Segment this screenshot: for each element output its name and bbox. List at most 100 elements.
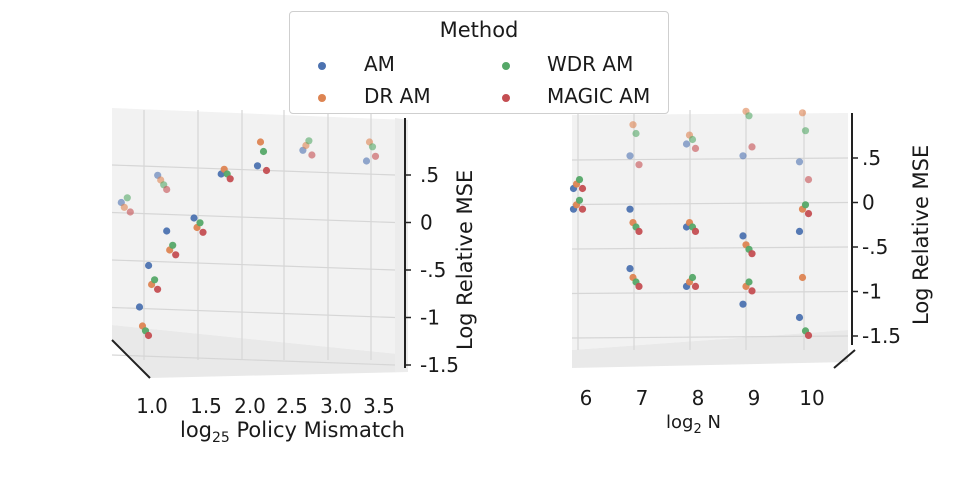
left-z-ticks: .5 0 -.5 -1 -1.5 — [405, 163, 459, 377]
left-point-magic-am — [126, 208, 134, 216]
right-z-ticks: .5 0 -.5 -1 -1.5 — [852, 146, 901, 348]
left-point-wdr-am — [151, 276, 159, 284]
right-point-magic-am — [691, 282, 700, 290]
right-grid-line-z — [571, 290, 849, 295]
left-side-pane — [395, 118, 408, 372]
right-grid-line-z — [571, 201, 849, 206]
left-x-ticks: 1.0 1.5 2.0 2.5 3.0 3.5 — [136, 394, 395, 418]
right-point-magic-am — [578, 205, 587, 213]
left-x-tick-label: 2.0 — [234, 394, 266, 418]
right-grid-line-z — [571, 335, 849, 339]
left-floor-pane — [112, 325, 408, 378]
right-x-ticks: 6 7 8 9 10 — [580, 386, 825, 410]
right-point-dr-am — [798, 109, 807, 117]
right-point-am — [739, 152, 747, 160]
left-point-am — [145, 261, 153, 270]
left-point-magic-am — [154, 285, 162, 293]
left-x-label: log25 Policy Mismatch — [180, 418, 405, 446]
right-point-am — [626, 205, 634, 213]
right-point-magic-am — [804, 210, 813, 218]
right-z-tick-label: -1.5 — [862, 324, 901, 348]
left-grid-line-z — [111, 164, 396, 176]
left-x-tick-label: 3.0 — [320, 394, 352, 418]
left-grid — [111, 110, 396, 366]
right-point-magic-am — [748, 287, 756, 295]
right-x-tick-label: 9 — [748, 386, 761, 410]
legend-label-magic-am: MAGIC AM — [547, 84, 651, 108]
left-point-wdr-am — [196, 219, 204, 227]
left-grid-line-z — [111, 259, 396, 271]
right-point-magic-am — [748, 250, 756, 258]
legend-marker-wdr-am — [502, 62, 510, 70]
legend-marker-dr-am — [318, 94, 326, 102]
left-z-label: Log Relative MSE — [453, 170, 477, 350]
legend-label-am: AM — [364, 52, 395, 76]
right-3d-axes: 6 7 8 9 10 .5 0 -.5 -1 -1.5 log2 N Log Relative … — [569, 107, 933, 437]
right-data-points — [569, 107, 813, 339]
left-point-wdr-am — [169, 241, 177, 249]
right-point-magic-am — [691, 144, 700, 152]
right-point-magic-am — [635, 227, 643, 235]
left-point-am — [163, 227, 171, 235]
left-point-magic-am — [199, 228, 207, 236]
right-point-wdr-am — [745, 112, 753, 120]
right-z-tick-label: 0 — [862, 191, 875, 215]
left-point-wdr-am — [305, 137, 313, 145]
left-x-tick-label: 1.5 — [190, 394, 222, 418]
left-z-tick-label: -1.5 — [420, 353, 459, 377]
legend-marker-magic-am — [502, 94, 510, 102]
right-point-am — [739, 232, 747, 240]
left-back-pane — [112, 108, 408, 355]
left-point-am — [253, 162, 262, 170]
left-point-magic-am — [308, 151, 316, 159]
left-point-am — [135, 303, 144, 311]
right-x-tick-label: 6 — [580, 386, 593, 410]
right-point-am — [795, 158, 804, 166]
left-data-points — [117, 137, 380, 340]
left-point-magic-am — [163, 185, 171, 194]
right-point-magic-am — [748, 143, 756, 151]
left-point-am — [190, 214, 198, 222]
right-point-wdr-am — [688, 273, 697, 282]
right-point-magic-am — [635, 161, 643, 169]
left-x-tick-label: 1.0 — [136, 394, 168, 418]
right-point-wdr-am — [688, 135, 697, 144]
right-point-wdr-am — [575, 176, 584, 184]
right-z-label: Log Relative MSE — [909, 145, 933, 325]
right-grid-line-z — [571, 246, 849, 250]
left-grid-line-z — [111, 211, 396, 224]
right-point-dr-am — [798, 273, 807, 282]
right-x-tick-label: 10 — [799, 386, 824, 410]
left-3d-axes: 1.0 1.5 2.0 2.5 3.0 3.5 .5 0 -.5 -1 -1.5 log25 Po… — [111, 108, 477, 446]
right-point-am — [626, 265, 634, 273]
right-point-magic-am — [804, 331, 813, 339]
right-point-wdr-am — [632, 129, 640, 138]
left-point-magic-am — [144, 331, 153, 340]
left-z-tick-label: -1 — [420, 306, 440, 330]
right-floor-pane — [572, 330, 848, 368]
left-point-magic-am — [262, 166, 271, 175]
right-x-label: log2 N — [666, 412, 721, 437]
right-point-wdr-am — [801, 201, 810, 209]
right-point-wdr-am — [575, 196, 584, 204]
left-point-wdr-am — [259, 147, 268, 156]
legend: Method AM WDR AM DR AM MAGIC AM — [289, 11, 669, 114]
right-point-magic-am — [804, 176, 813, 184]
right-point-magic-am — [578, 184, 587, 193]
right-point-wdr-am — [745, 278, 753, 286]
left-grid-line-z — [111, 306, 396, 319]
right-point-am — [626, 152, 634, 160]
left-x-tick-label: 3.5 — [363, 394, 395, 418]
legend-title: Method — [439, 18, 519, 42]
left-z-tick-label: -.5 — [420, 258, 446, 282]
right-x-tick-label: 7 — [636, 386, 649, 410]
left-point-magic-am — [226, 175, 234, 183]
right-grid — [571, 110, 849, 350]
legend-label-wdr-am: WDR AM — [547, 52, 634, 76]
left-z-tick-label: .5 — [420, 163, 439, 187]
right-z-tick-label: .5 — [862, 146, 881, 170]
right-grid-line-z — [571, 157, 849, 161]
right-point-dr-am — [629, 121, 637, 129]
right-x-tick-label: 8 — [692, 386, 705, 410]
